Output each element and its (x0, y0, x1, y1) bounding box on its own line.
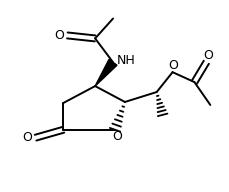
Polygon shape (95, 59, 117, 86)
Text: O: O (168, 59, 178, 72)
Text: O: O (202, 49, 212, 62)
Text: O: O (54, 29, 64, 42)
Text: O: O (112, 130, 121, 143)
Text: O: O (23, 131, 33, 144)
Text: NH: NH (116, 54, 135, 67)
